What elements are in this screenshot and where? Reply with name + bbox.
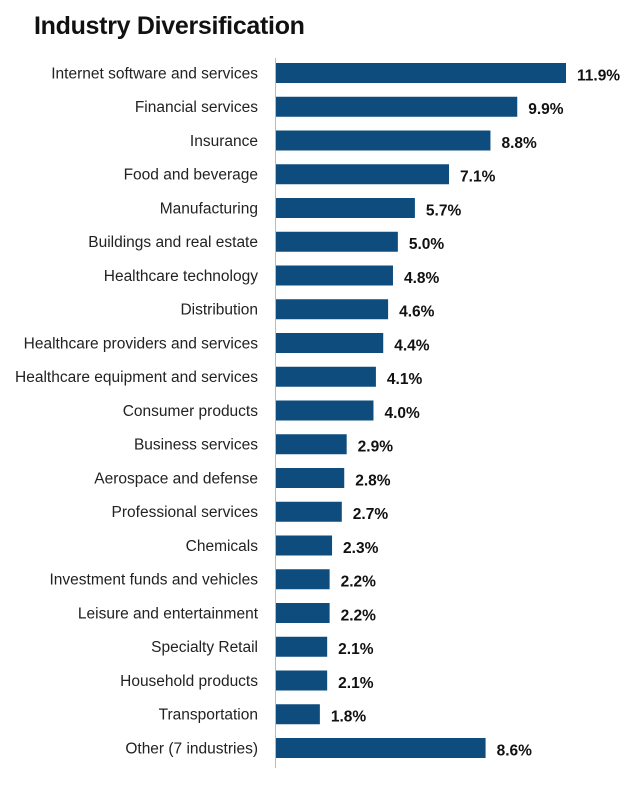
- category-label: Internet software and services: [51, 65, 258, 82]
- category-label: Specialty Retail: [151, 639, 258, 656]
- category-label: Healthcare technology: [104, 268, 258, 285]
- bar: [276, 434, 347, 455]
- value-label: 4.0%: [384, 405, 420, 422]
- bar: [276, 704, 320, 725]
- category-label: Investment funds and vehicles: [49, 572, 258, 589]
- value-label: 2.7%: [353, 506, 389, 523]
- category-label: Aerospace and defense: [94, 470, 258, 487]
- value-label: 4.8%: [404, 270, 440, 287]
- bar: [276, 198, 415, 218]
- bar: [276, 333, 384, 353]
- category-label: Insurance: [190, 133, 258, 150]
- category-label: Manufacturing: [160, 200, 258, 217]
- category-label: Professional services: [112, 504, 259, 521]
- bar: [276, 231, 398, 252]
- value-label: 2.1%: [338, 675, 374, 692]
- category-label: Business services: [134, 437, 258, 454]
- category-label: Consumer products: [123, 403, 259, 420]
- value-label: 2.2%: [341, 607, 377, 624]
- value-label: 2.2%: [341, 574, 377, 591]
- bar: [276, 265, 393, 286]
- category-label: Household products: [120, 673, 258, 690]
- value-label: 1.8%: [331, 709, 367, 726]
- category-label: Healthcare equipment and services: [15, 369, 258, 386]
- bar: [276, 366, 376, 387]
- category-label: Healthcare providers and services: [24, 335, 259, 352]
- value-label: 5.7%: [426, 202, 462, 219]
- value-label: 2.9%: [358, 439, 394, 456]
- category-label: Food and beverage: [124, 167, 258, 184]
- bar: [276, 164, 450, 185]
- category-label: Distribution: [180, 302, 258, 319]
- value-label: 2.8%: [355, 472, 391, 489]
- chart-title: Industry Diversification: [34, 12, 305, 40]
- category-label: Other (7 industries): [125, 740, 258, 757]
- value-label: 8.6%: [497, 742, 533, 759]
- bar: [276, 130, 491, 151]
- bar: [276, 738, 486, 758]
- value-label: 7.1%: [460, 169, 496, 186]
- category-label: Chemicals: [186, 538, 259, 555]
- value-label: 2.3%: [343, 540, 379, 557]
- value-label: 4.6%: [399, 304, 435, 321]
- value-label: 8.8%: [501, 135, 537, 152]
- bar: [276, 63, 566, 83]
- value-label: 4.1%: [387, 371, 423, 388]
- value-label: 2.1%: [338, 641, 374, 658]
- bar: [276, 299, 389, 320]
- value-label: 11.9%: [577, 67, 620, 84]
- bar: [276, 400, 374, 421]
- bar: [276, 468, 345, 488]
- bar: [276, 603, 330, 623]
- bar: [276, 569, 330, 590]
- category-label: Buildings and real estate: [88, 234, 258, 251]
- bar: [276, 501, 342, 522]
- value-label: 4.4%: [394, 337, 430, 354]
- bar: [276, 535, 333, 556]
- value-label: 5.0%: [409, 236, 445, 253]
- bar: [276, 670, 328, 691]
- category-label: Financial services: [135, 99, 258, 116]
- bar: [276, 636, 328, 657]
- category-label: Transportation: [159, 707, 258, 724]
- value-label: 9.9%: [528, 101, 564, 118]
- category-label: Leisure and entertainment: [78, 605, 259, 622]
- bar: [276, 96, 518, 117]
